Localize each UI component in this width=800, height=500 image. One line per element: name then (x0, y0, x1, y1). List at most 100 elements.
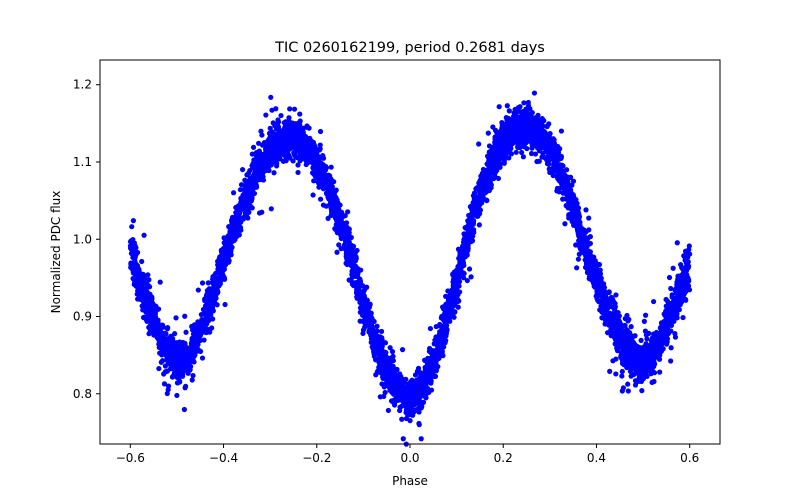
data-point (485, 185, 491, 191)
data-point (544, 123, 550, 130)
data-point (686, 251, 692, 258)
data-point (538, 117, 544, 123)
data-point (225, 245, 231, 251)
data-point (512, 132, 519, 138)
data-point (426, 358, 432, 364)
data-point (521, 100, 527, 106)
data-point (397, 371, 403, 377)
data-point (561, 185, 567, 191)
data-point (229, 217, 235, 223)
data-point (252, 177, 258, 183)
data-point (199, 327, 205, 333)
data-point (668, 285, 674, 292)
data-point (636, 369, 642, 375)
data-point (622, 342, 628, 348)
data-point (686, 243, 692, 249)
data-point (400, 401, 407, 407)
data-point (233, 204, 239, 211)
data-point (236, 210, 243, 216)
data-point (139, 296, 145, 302)
data-point (605, 321, 612, 327)
data-point (379, 381, 385, 387)
data-point (566, 182, 572, 188)
data-point (486, 157, 492, 164)
data-point (461, 270, 467, 277)
data-point (637, 350, 643, 356)
data-point (188, 348, 195, 354)
data-point (600, 310, 606, 316)
data-point (480, 171, 487, 177)
data-point (190, 331, 197, 337)
data-point (441, 314, 447, 321)
data-point (613, 327, 620, 333)
data-point (409, 381, 415, 387)
data-point (616, 339, 622, 345)
data-point (669, 292, 675, 298)
data-point (684, 275, 690, 281)
data-point (266, 151, 272, 157)
data-point (294, 143, 300, 150)
data-point (501, 154, 507, 160)
data-point (399, 416, 405, 422)
data-point (201, 337, 207, 343)
data-point (390, 367, 396, 373)
data-point (672, 308, 678, 314)
data-point (323, 203, 329, 209)
data-point (628, 373, 634, 379)
data-point (190, 373, 196, 379)
data-point (673, 295, 679, 301)
data-point (651, 352, 657, 358)
data-point (499, 149, 506, 155)
data-point (399, 378, 405, 384)
data-point (382, 389, 388, 396)
data-point (353, 280, 359, 287)
data-point (174, 374, 180, 381)
data-point (347, 258, 353, 264)
data-point (544, 161, 551, 167)
data-point (264, 158, 270, 165)
data-point (270, 159, 276, 165)
data-point (664, 339, 670, 345)
data-point (465, 218, 471, 224)
data-point (504, 150, 510, 156)
data-point (426, 373, 433, 379)
data-point (210, 316, 216, 322)
data-point (537, 147, 543, 153)
data-point (320, 155, 327, 161)
data-point (297, 158, 303, 164)
data-point (292, 121, 299, 127)
data-point (437, 340, 443, 346)
data-point (297, 118, 303, 124)
data-point (547, 137, 553, 144)
data-point (183, 329, 189, 335)
data-point (353, 290, 360, 296)
data-point (284, 154, 290, 160)
data-point (644, 336, 650, 342)
data-point (428, 378, 434, 384)
data-point (130, 248, 136, 254)
data-point (286, 140, 293, 146)
data-point (644, 346, 651, 352)
data-point (263, 164, 269, 170)
data-point (231, 236, 237, 242)
data-point (429, 368, 436, 374)
data-point (675, 276, 681, 282)
data-point (303, 161, 309, 168)
data-point (469, 206, 475, 212)
data-point (638, 337, 644, 344)
data-point (627, 368, 634, 374)
data-point (282, 148, 288, 154)
data-point (463, 225, 469, 231)
chart-title: TIC 0260162199, period 0.2681 days (274, 40, 545, 56)
data-point (253, 170, 259, 177)
data-point (229, 221, 235, 227)
data-point (349, 245, 356, 251)
data-point (168, 357, 174, 363)
data-point (503, 114, 509, 121)
data-point (238, 182, 245, 188)
data-point (404, 384, 410, 390)
data-point (146, 310, 152, 316)
data-point (274, 120, 281, 127)
